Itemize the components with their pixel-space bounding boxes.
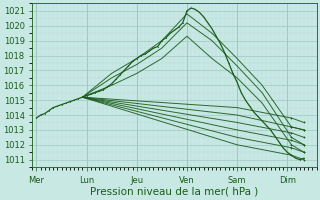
X-axis label: Pression niveau de la mer( hPa ): Pression niveau de la mer( hPa ) (90, 187, 259, 197)
